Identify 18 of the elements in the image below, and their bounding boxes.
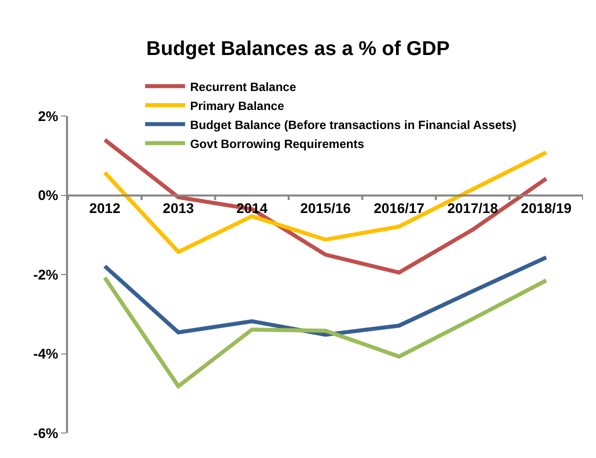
x-tick-label: 2015/16 bbox=[300, 200, 352, 216]
line-series bbox=[102, 255, 548, 337]
x-tick-label: 2017/18 bbox=[447, 200, 498, 216]
y-tick-label: -4% bbox=[33, 346, 59, 362]
legend-label: Primary Balance bbox=[190, 98, 284, 113]
x-tick-label: 2012 bbox=[89, 200, 121, 216]
y-tick-label: 2% bbox=[38, 108, 59, 124]
legend-label: Budget Balance (Before transactions in Financial Assets) bbox=[190, 118, 516, 132]
x-tick-label: 2013 bbox=[162, 200, 194, 216]
y-tick-label: -2% bbox=[33, 266, 59, 282]
line-series bbox=[102, 276, 548, 388]
y-tick-label: -6% bbox=[33, 424, 59, 441]
y-tick-label: 0% bbox=[38, 187, 59, 204]
legend-label: Recurrent Balance bbox=[190, 80, 296, 94]
x-tick-label: 2018/19 bbox=[520, 200, 572, 216]
x-tick-label: 2016/17 bbox=[374, 200, 425, 216]
chart-title: Budget Balances as a % of GDP bbox=[146, 38, 450, 60]
legend-label: Govt Borrowing Requirements bbox=[190, 136, 364, 151]
